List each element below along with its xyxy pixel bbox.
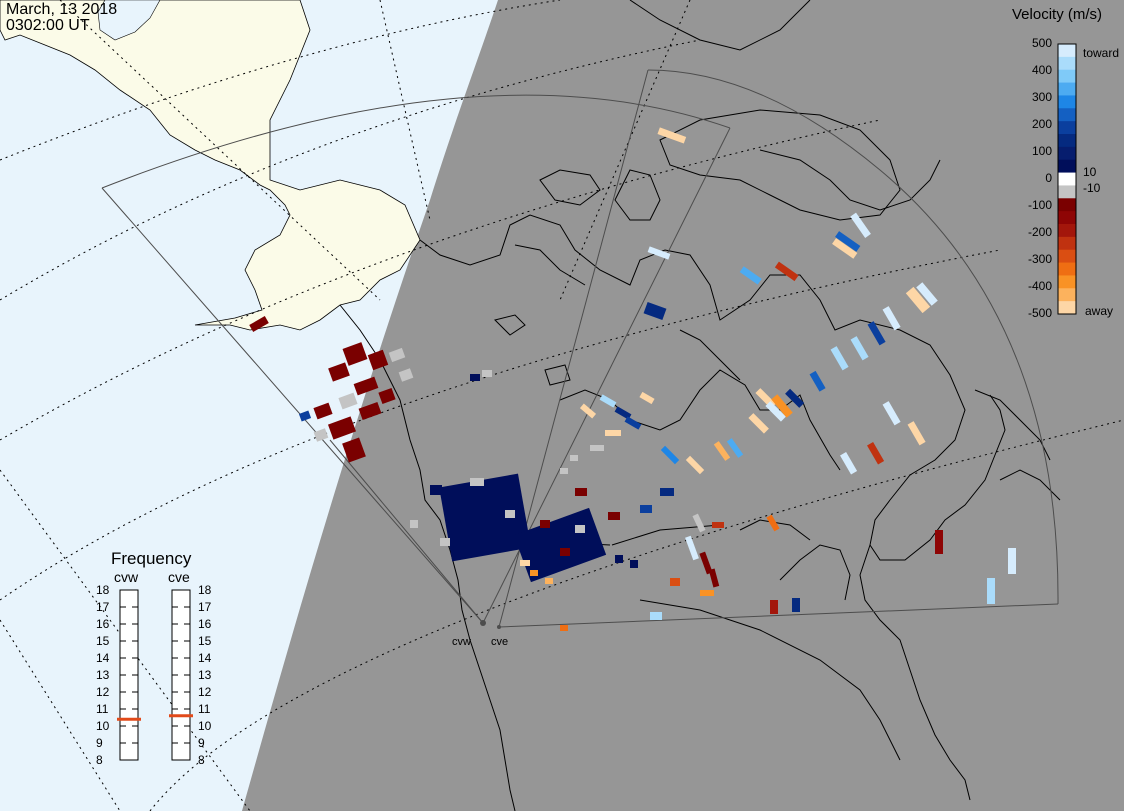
colorbar-segment: [1058, 56, 1076, 71]
colorbar-segment: [1058, 69, 1076, 84]
colorbar-segment: [1058, 224, 1076, 238]
night-shading: [242, 0, 1124, 811]
site-marker-cvw: [480, 620, 486, 626]
frequency-radar-cvw: cvw: [114, 569, 139, 585]
frequency-panel-graphics: [117, 589, 193, 761]
site-label-cvw: cvw: [452, 636, 471, 648]
frequency-tick-label-left: 10: [96, 719, 110, 733]
velocity-tick-label: -100: [1027, 198, 1052, 212]
frequency-tick-label-right: 11: [198, 702, 211, 716]
frequency-tick-label-right: 12: [198, 685, 212, 699]
colorbar-segment: [1058, 301, 1076, 315]
frequency-tick-label-left: 14: [96, 651, 110, 665]
frequency-tick-label-left: 17: [96, 600, 110, 614]
colorbar-segment: [1058, 236, 1076, 251]
colorbar-segment: [1058, 198, 1076, 212]
colorbar-segment: [1058, 134, 1076, 148]
colorbar-segment: [1058, 211, 1076, 225]
frequency-tick-label-left: 16: [96, 617, 110, 631]
velocity-tick-label: 400: [1031, 63, 1052, 77]
frequency-tick-label-left: 15: [96, 634, 110, 648]
colorbar-segment: [1058, 262, 1076, 276]
frequency-tick-label-left: 8: [96, 753, 103, 767]
velocity-label-plus10: 10: [1083, 165, 1097, 179]
frequency-tick-label-right: 13: [198, 668, 212, 682]
frequency-tick-label-left: 9: [96, 736, 103, 750]
frequency-tick-label-right: 9: [198, 736, 205, 750]
velocity-tick-label: 200: [1031, 117, 1052, 131]
velocity-colorbar: [1057, 43, 1077, 315]
scatter-dense-blue: [410, 473, 607, 584]
velocity-label-minus10: -10: [1083, 181, 1101, 195]
colorbar-segment: [1058, 249, 1076, 264]
frequency-radar-cve: cve: [168, 569, 190, 585]
site-marker-cve: [497, 625, 501, 629]
velocity-tick-label: 0: [1045, 171, 1052, 185]
scatter-cve-bars: [560, 127, 1016, 631]
frequency-tick-label-right: 18: [198, 583, 212, 597]
colorbar-segment: [1058, 185, 1076, 199]
velocity-tick-label: -400: [1027, 279, 1052, 293]
frequency-tick-label-left: 11: [96, 702, 109, 716]
frequency-tick-label-left: 18: [96, 583, 110, 597]
radar-fov: [101, 69, 1059, 628]
frequency-tick-label-right: 8: [198, 753, 205, 767]
colorbar-segment: [1058, 146, 1076, 161]
colorbar-segment: [1058, 82, 1076, 96]
frequency-tick-label-right: 16: [198, 617, 212, 631]
colorbar-segment: [1058, 159, 1076, 174]
frequency-tick-label-right: 14: [198, 651, 212, 665]
velocity-label-toward: toward: [1083, 46, 1120, 60]
inlet: [97, 0, 161, 41]
timestamp-time: 0302:00 UT: [6, 17, 90, 34]
alaska-landmass: [0, 0, 421, 331]
velocity-scale-title: Velocity (m/s): [1012, 6, 1103, 23]
velocity-tick-label: 300: [1031, 90, 1052, 104]
frequency-tick-label-left: 13: [96, 668, 110, 682]
frequency-tick-label-right: 17: [198, 600, 212, 614]
frequency-title: Frequency: [111, 549, 192, 568]
frequency-tick-label-left: 12: [96, 685, 110, 699]
colorbar-segment: [1058, 172, 1076, 186]
colorbar-segment: [1058, 108, 1076, 122]
colorbar-segment: [1058, 275, 1076, 289]
scatter-cvw: [249, 316, 492, 463]
velocity-tick-label: 100: [1031, 144, 1052, 158]
colorbar-segment: [1058, 288, 1076, 302]
frequency-tick-label-right: 15: [198, 634, 212, 648]
colorbar-segment: [1058, 121, 1076, 135]
frequency-tick-label-right: 10: [198, 719, 212, 733]
timestamp-date: March, 13 2018: [6, 1, 118, 18]
velocity-tick-label: -300: [1027, 252, 1052, 266]
colorbar-segment: [1058, 44, 1076, 58]
colorbar-segment: [1058, 95, 1076, 109]
velocity-tick-label: -500: [1027, 306, 1052, 320]
velocity-tick-label: -200: [1027, 225, 1052, 239]
velocity-label-away: away: [1085, 304, 1114, 318]
colorbar-outline: [1057, 43, 1077, 315]
velocity-tick-label: 500: [1031, 36, 1052, 50]
site-label-cve: cve: [491, 636, 509, 648]
